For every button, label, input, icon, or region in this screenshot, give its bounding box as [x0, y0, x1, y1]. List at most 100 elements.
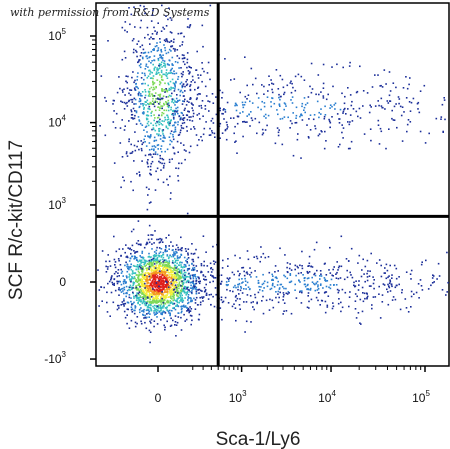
event-dot	[153, 114, 155, 116]
event-dot	[144, 126, 147, 128]
event-dot	[119, 289, 122, 292]
y-tick-label: 103	[48, 196, 66, 212]
event-dot	[149, 71, 152, 73]
event-dot	[134, 26, 136, 28]
event-dot	[196, 97, 198, 99]
event-dot	[162, 140, 165, 143]
event-dot	[297, 133, 299, 135]
event-dot	[168, 94, 171, 97]
event-dot	[143, 78, 145, 81]
event-dot	[132, 71, 134, 73]
event-dot	[170, 192, 172, 194]
event-dot	[205, 294, 208, 296]
event-dot	[140, 261, 142, 263]
event-dot	[172, 41, 175, 43]
event-dot	[146, 313, 148, 315]
event-dot	[213, 263, 216, 265]
event-dot	[140, 278, 142, 280]
event-dot	[187, 294, 190, 296]
event-dot	[149, 256, 152, 259]
event-dot	[160, 30, 163, 32]
event-dot	[173, 72, 176, 75]
event-dot	[123, 279, 125, 281]
event-dot	[171, 98, 174, 100]
event-dot	[308, 118, 310, 120]
event-dot	[349, 271, 351, 274]
event-dot	[121, 270, 124, 273]
event-dot	[199, 303, 202, 306]
event-dot	[335, 284, 338, 286]
event-dot	[249, 288, 251, 290]
event-dot	[311, 266, 314, 268]
event-dot	[158, 268, 161, 270]
event-dot	[113, 235, 115, 238]
event-dot	[137, 40, 140, 43]
event-dot	[370, 106, 372, 108]
x-tick-label: 0	[155, 391, 162, 405]
event-dot	[190, 284, 192, 287]
event-dot	[278, 288, 281, 290]
event-dot	[137, 280, 139, 283]
event-dot	[131, 288, 133, 291]
event-dot	[138, 309, 141, 311]
event-dot	[235, 299, 237, 302]
event-dot	[177, 284, 179, 286]
event-dot	[140, 77, 143, 79]
event-dot	[369, 128, 372, 130]
event-dot	[323, 277, 326, 279]
event-dot	[338, 298, 340, 300]
event-dot	[263, 287, 265, 289]
event-dot	[271, 284, 274, 287]
event-dot	[171, 293, 173, 296]
event-dot	[294, 122, 297, 124]
event-dot	[185, 104, 188, 106]
event-dot	[167, 122, 170, 125]
event-dot	[167, 63, 169, 66]
event-dot	[287, 291, 290, 293]
event-dot	[193, 274, 195, 276]
event-dot	[204, 105, 207, 107]
event-dot	[387, 276, 389, 279]
event-dot	[148, 297, 151, 299]
event-dot	[148, 105, 151, 108]
event-dot	[157, 301, 160, 303]
event-dot	[178, 115, 180, 118]
event-dot	[128, 278, 131, 280]
event-dot	[133, 258, 135, 260]
event-dot	[140, 270, 143, 272]
event-dot	[123, 288, 126, 291]
event-dot	[406, 130, 408, 133]
event-dot	[395, 103, 397, 105]
event-dot	[153, 48, 155, 50]
event-dot	[307, 283, 309, 286]
event-dot	[158, 127, 161, 130]
event-dot	[256, 132, 258, 135]
event-dot	[284, 103, 287, 105]
event-dot	[232, 117, 235, 119]
event-dot	[139, 296, 142, 299]
event-dot	[163, 277, 166, 279]
event-dot	[107, 266, 109, 268]
event-dot	[156, 50, 159, 52]
event-dot	[157, 59, 160, 62]
event-dot	[131, 113, 134, 116]
event-dot	[205, 251, 207, 253]
event-dot	[144, 74, 146, 77]
event-dot	[148, 149, 151, 151]
event-dot	[159, 298, 162, 301]
event-dot	[208, 294, 211, 296]
event-dot	[168, 260, 170, 262]
event-dot	[133, 97, 136, 100]
event-dot	[170, 278, 172, 280]
event-dot	[127, 75, 129, 78]
event-dot	[348, 305, 350, 308]
event-dot	[152, 257, 155, 260]
event-dot	[186, 118, 189, 121]
event-dot	[178, 133, 181, 136]
event-dot	[154, 45, 157, 48]
event-dot	[180, 116, 182, 119]
event-dot	[171, 113, 173, 116]
event-dot	[144, 316, 147, 319]
event-dot	[153, 105, 156, 108]
event-dot	[374, 105, 377, 107]
